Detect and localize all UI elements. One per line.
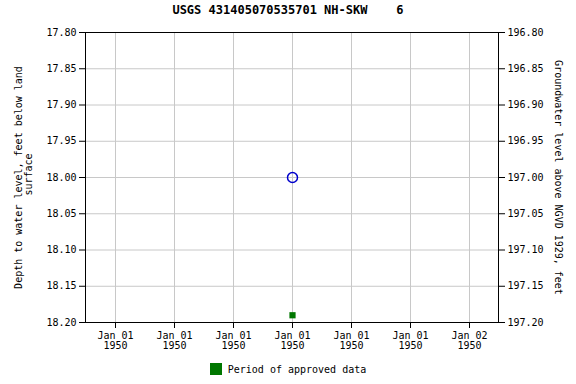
svg-text:196.90: 196.90 [508,99,544,110]
svg-text:18.15: 18.15 [46,280,76,291]
svg-text:18.10: 18.10 [46,244,76,255]
svg-text:Groundwater level above NGVD 1: Groundwater level above NGVD 1929, feet [553,60,564,295]
svg-text:197.05: 197.05 [508,208,544,219]
svg-text:196.85: 196.85 [508,63,544,74]
svg-text:Jan 011950: Jan 011950 [156,330,192,351]
html-text:Period of approved data: Period of approved data [227,363,367,375]
svg-text:197.20: 197.20 [508,317,544,328]
svg-text:197.10: 197.10 [508,244,544,255]
svg-text:Jan 021950: Jan 021950 [451,330,487,351]
svg-text:17.80: 17.80 [46,27,76,38]
svg-text:18.05: 18.05 [46,208,76,219]
svg-text:17.85: 17.85 [46,63,76,74]
svg-text:Jan 011950: Jan 011950 [392,330,428,351]
svg-text:Jan 011950: Jan 011950 [274,330,310,351]
svg-text:197.15: 197.15 [508,280,544,291]
svg-text:17.95: 17.95 [46,135,76,146]
svg-text:Jan 011950: Jan 011950 [97,330,133,351]
svg-text:17.90: 17.90 [46,99,76,110]
svg-text:196.80: 196.80 [508,27,544,38]
svg-text:18.20: 18.20 [46,317,76,328]
svg-text:Depth to water level, feet bel: Depth to water level, feet below land su… [13,66,34,289]
svg-text:Jan 011950: Jan 011950 [333,330,369,351]
html-text:USGS 431405070535701 NH-SKW 6: USGS 431405070535701 NH-SKW 6 [172,3,404,17]
svg-text:197.00: 197.00 [508,172,544,183]
svg-text:196.95: 196.95 [508,135,544,146]
svg-text:18.00: 18.00 [46,172,76,183]
svg-text:Jan 011950: Jan 011950 [215,330,251,351]
